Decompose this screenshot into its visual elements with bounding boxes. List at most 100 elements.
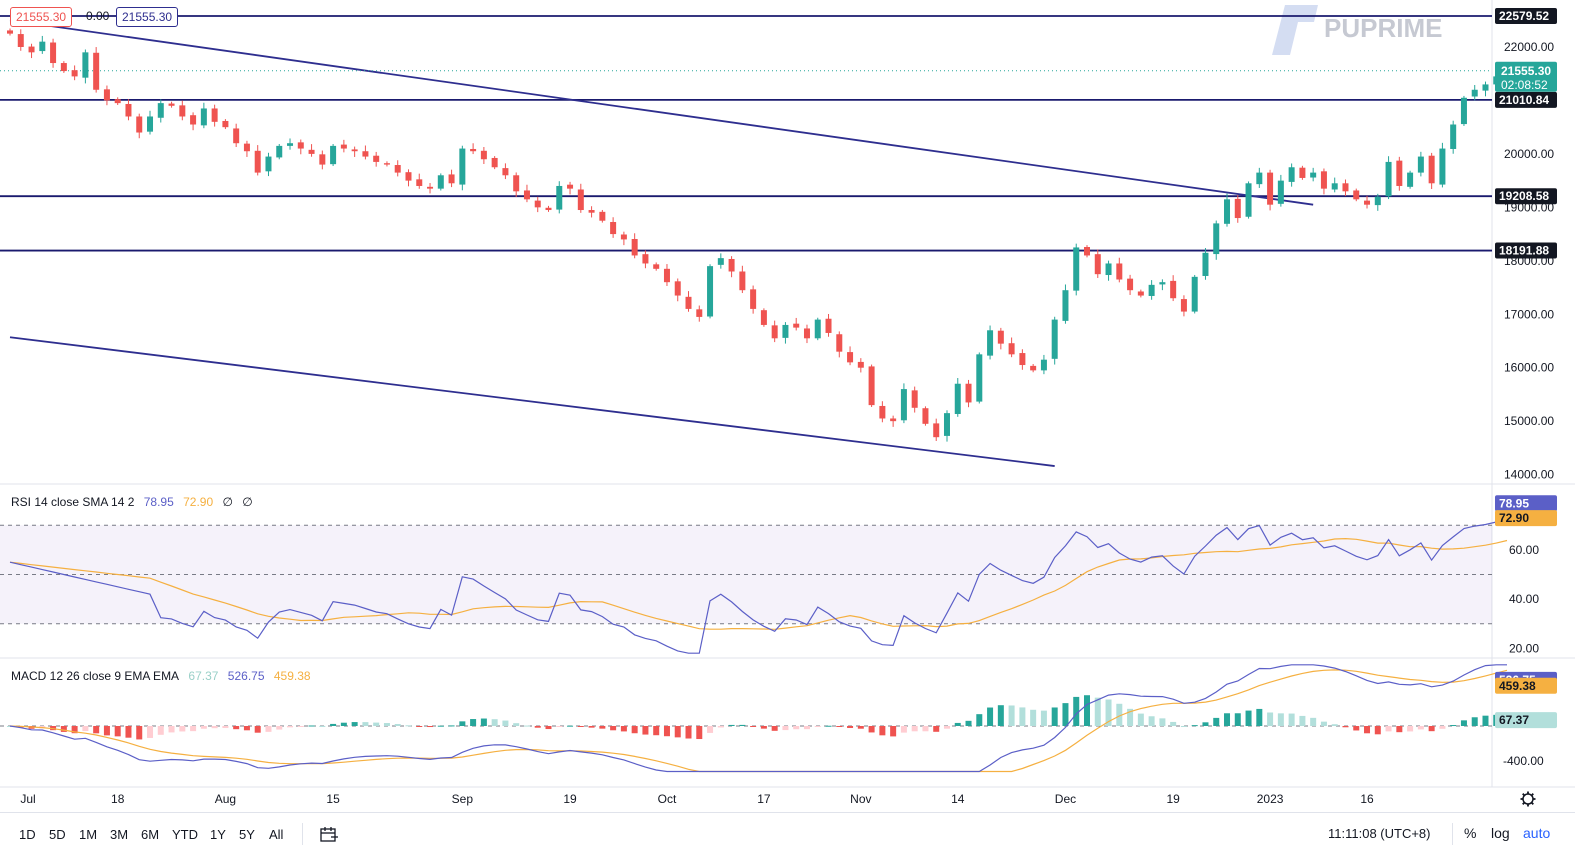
macd-histogram-bar xyxy=(1256,708,1263,726)
macd-histogram-bar xyxy=(319,725,326,727)
timeframe-3m-button[interactable]: 3M xyxy=(110,827,129,842)
macd-histogram-bar xyxy=(1008,705,1015,726)
candle-body xyxy=(976,354,983,402)
time-axis-label: 17 xyxy=(757,792,771,806)
macd-histogram-bar xyxy=(911,726,918,732)
candle-body xyxy=(427,186,434,189)
candle-body xyxy=(782,324,789,338)
macd-histogram-bar xyxy=(362,722,369,726)
candle-body xyxy=(663,268,670,283)
macd-histogram-bar xyxy=(1170,721,1177,726)
candle-body xyxy=(383,163,390,165)
macd-legend[interactable]: MACD 12 26 close 9 EMA EMA 67.37 526.75 … xyxy=(11,669,317,683)
trend-line[interactable] xyxy=(9,336,1055,467)
macd-histogram-bar xyxy=(308,725,315,727)
date-range-icon[interactable] xyxy=(316,823,342,850)
auto-scale-button[interactable]: auto xyxy=(1523,825,1551,841)
chart-canvas[interactable]: PUPRIME22000.0021000.0020000.0019000.001… xyxy=(0,0,1575,812)
percent-scale-button[interactable]: % xyxy=(1464,825,1477,841)
candle-body xyxy=(114,99,121,104)
price-tick-label: 20000.00 xyxy=(1504,147,1554,161)
timeframe-ytd-button[interactable]: YTD xyxy=(172,827,198,842)
macd-histogram-bar xyxy=(1137,713,1144,726)
candle-body xyxy=(362,151,369,157)
time-axis-label: Sep xyxy=(452,792,474,806)
macd-histogram-bar xyxy=(567,725,574,727)
macd-histogram-bar xyxy=(707,726,714,733)
rsi-axis-label: 78.95 xyxy=(1499,496,1529,510)
candle-body xyxy=(1267,172,1274,205)
timeframe-1d-button[interactable]: 1D xyxy=(19,827,36,842)
time-axis-label: 16 xyxy=(1360,792,1374,806)
candle-body xyxy=(556,185,563,210)
macd-histogram-bar xyxy=(890,726,897,737)
macd-histogram-bar xyxy=(93,726,100,734)
candle-body xyxy=(922,408,929,424)
timeframe-5y-button[interactable]: 5Y xyxy=(239,827,255,842)
macd-histogram-bar xyxy=(933,726,940,732)
candle-body xyxy=(814,319,821,339)
macd-histogram-bar xyxy=(987,707,994,726)
macd-line xyxy=(9,664,1507,773)
macd-histogram-bar xyxy=(1105,699,1112,726)
macd-histogram-bar xyxy=(1450,725,1457,727)
candle-body xyxy=(394,165,401,173)
macd-histogram-bar xyxy=(696,726,703,740)
macd-histogram-bar xyxy=(1288,713,1295,726)
macd-histogram-bar xyxy=(136,726,143,740)
macd-histogram-bar xyxy=(60,726,67,732)
macd-histogram-bar xyxy=(437,725,444,727)
price-level-label: 19208.58 xyxy=(1499,189,1549,203)
candle-body xyxy=(308,149,315,154)
macd-histogram-bar xyxy=(556,726,563,727)
macd-histogram-bar xyxy=(997,705,1004,726)
trend-line[interactable] xyxy=(9,19,1314,206)
settings-gear-icon[interactable] xyxy=(1520,791,1536,807)
candle-body xyxy=(1191,276,1198,312)
price-tick-label: 15000.00 xyxy=(1504,414,1554,428)
time-axis-label: 19 xyxy=(563,792,577,806)
candle-body xyxy=(739,271,746,291)
macd-histogram-bar xyxy=(728,724,735,726)
macd-histogram-bar xyxy=(114,726,121,737)
candle-body xyxy=(1364,200,1371,205)
macd-histogram-bar xyxy=(760,726,767,729)
candle-body xyxy=(1310,172,1317,178)
candle-body xyxy=(1277,180,1284,204)
macd-histogram-bar xyxy=(1299,715,1306,726)
macd-histogram-bar xyxy=(1439,726,1446,729)
macd-histogram-bar xyxy=(750,726,757,727)
macd-histogram-bar xyxy=(502,720,509,726)
timeframe-6m-button[interactable]: 6M xyxy=(141,827,160,842)
price-tick-label: 22000.00 xyxy=(1504,40,1554,54)
timeframe-1m-button[interactable]: 1M xyxy=(79,827,98,842)
clock[interactable]: 11:11:08 (UTC+8) xyxy=(1328,826,1431,841)
rsi-legend[interactable]: RSI 14 close SMA 14 2 78.95 72.90 ∅ ∅ xyxy=(11,495,259,509)
candle-body xyxy=(470,148,477,152)
macd-histogram-bar xyxy=(1019,707,1026,726)
candle-body xyxy=(480,150,487,160)
timeframe-all-button[interactable]: All xyxy=(269,827,284,842)
price-box-left: 21555.30 xyxy=(10,7,73,27)
macd-histogram-bar xyxy=(534,726,541,728)
candle-body xyxy=(707,266,714,317)
macd-histogram-bar xyxy=(243,726,250,731)
macd-histogram-bar xyxy=(1342,726,1349,728)
timeframe-1y-button[interactable]: 1Y xyxy=(210,827,226,842)
macd-histogram-bar xyxy=(642,726,649,735)
candle-body xyxy=(373,155,380,162)
macd-histogram-bar xyxy=(1385,726,1392,732)
log-scale-button[interactable]: log xyxy=(1491,825,1510,841)
candle-body xyxy=(567,184,574,189)
macd-histogram-bar xyxy=(922,726,929,732)
macd-histogram-bar xyxy=(1407,726,1414,732)
bottom-toolbar: 1D 5D 1M 3M 6M YTD 1Y 5Y All 11:11:08 (U… xyxy=(0,812,1575,858)
candle-body xyxy=(588,210,595,213)
macd-signal-axis-label-bg xyxy=(1495,677,1557,694)
candle-body xyxy=(147,116,154,132)
rsi-value: 78.95 xyxy=(143,495,174,509)
candle-body xyxy=(534,200,541,208)
timeframe-5d-button[interactable]: 5D xyxy=(49,827,66,842)
candle-body xyxy=(448,174,455,184)
